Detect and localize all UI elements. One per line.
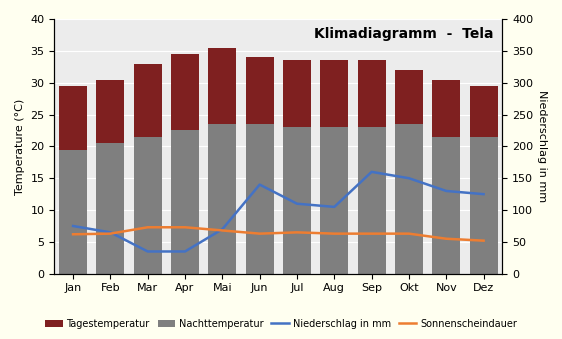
Bar <box>357 127 386 274</box>
Y-axis label: Temperature (°C): Temperature (°C) <box>15 98 25 195</box>
Bar <box>134 137 162 274</box>
Bar <box>470 137 497 274</box>
Bar <box>134 64 162 137</box>
Bar <box>97 143 124 274</box>
Bar <box>97 80 124 143</box>
Bar <box>320 60 348 127</box>
Bar <box>246 124 274 274</box>
Bar <box>357 60 386 127</box>
Bar <box>246 57 274 124</box>
Bar <box>395 124 423 274</box>
Bar <box>395 70 423 124</box>
Bar <box>283 60 311 127</box>
Bar <box>432 137 460 274</box>
Bar <box>320 127 348 274</box>
Bar <box>432 80 460 137</box>
Bar <box>470 86 497 137</box>
Bar <box>59 86 87 149</box>
Bar <box>209 124 237 274</box>
Bar <box>283 127 311 274</box>
Bar <box>209 48 237 124</box>
Bar <box>59 149 87 274</box>
Y-axis label: Niederschlag in mm: Niederschlag in mm <box>537 90 547 202</box>
Bar <box>171 131 199 274</box>
Legend: Tagestemperatur, Nachttemperatur, Niederschlag in mm, Sonnenscheindauer: Tagestemperatur, Nachttemperatur, Nieder… <box>41 315 521 333</box>
Bar <box>171 54 199 131</box>
Text: Klimadiagramm  -  Tela: Klimadiagramm - Tela <box>314 27 493 41</box>
